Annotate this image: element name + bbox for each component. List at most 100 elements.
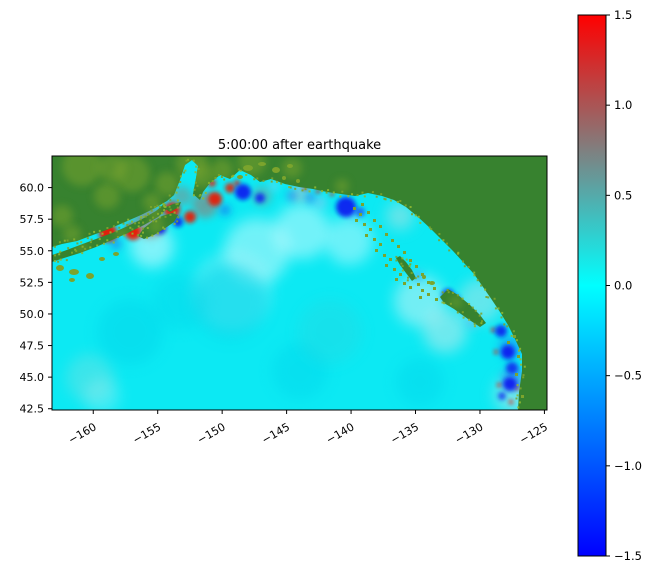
land-mottle-blob [238,156,266,176]
x-tick-label: −125 [517,420,550,446]
wave-blob [498,392,506,400]
coast-speckle [438,239,441,242]
archipelago-dot [361,203,364,206]
coast-speckle [518,349,520,352]
wave-blob [274,203,330,259]
coast-speckle [419,221,422,224]
coast-speckle [176,206,179,209]
wave-blob [313,195,327,209]
coast-speckle [256,177,259,180]
wave-blob [503,377,517,391]
coast-speckle [409,206,412,208]
wave-blob [325,217,373,265]
coast-speckle [519,387,522,390]
coast-speckle [144,215,147,218]
wave-blob [495,325,507,337]
coast-speckle [131,232,134,235]
coast-speckle [363,195,366,198]
coast-speckle [501,311,504,314]
coast-speckle [176,202,179,205]
archipelago-dot [367,211,370,214]
coast-speckle [117,221,119,224]
coast-speckle [380,193,383,196]
archipelago-dot [363,223,366,226]
coast-speckle [134,222,137,225]
coast-speckle [245,174,248,176]
archipelago-dot [353,207,356,210]
wave-blob [336,197,356,217]
coast-speckle [127,218,130,221]
coast-speckle [351,193,353,196]
coast-speckle [383,197,386,200]
land-mottle-blob [450,296,462,308]
wave-blob [298,300,362,364]
coast-speckle [71,251,73,254]
archipelago-dot [359,213,362,216]
coast-speckle [140,216,143,218]
coast-speckle [54,260,56,263]
wave-blob [501,345,515,359]
coast-speckle [467,266,470,268]
archipelago-dot [375,249,378,252]
coast-speckle [237,168,240,171]
coast-speckle [280,182,283,185]
coast-speckle [462,260,464,263]
archipelago-dot [395,278,398,281]
archipelago-dot [365,234,368,237]
coast-speckle [192,194,195,197]
coast-speckle [58,253,61,256]
coast-speckle [339,195,342,198]
coast-speckle [389,199,392,202]
coast-speckle [441,301,444,304]
colorbar-tick-label: −0.5 [614,369,642,383]
coast-speckle [131,220,133,223]
coast-speckle [198,195,201,197]
coast-speckle [131,228,134,231]
coast-speckle [371,191,374,194]
coast-speckle [332,191,335,194]
coast-speckle [417,215,420,218]
coast-speckle [404,204,407,207]
land-mottle-blob [94,183,120,209]
coast-speckle [451,291,454,294]
archipelago-dot [513,335,516,338]
coast-speckle [143,215,146,218]
coast-speckle [384,198,387,201]
coast-speckle [169,198,172,201]
coast-speckle [271,177,274,180]
coast-speckle [396,200,399,203]
x-tick-label: −130 [453,420,486,446]
archipelago-dot [393,268,396,271]
archipelago-dot [383,254,386,257]
coast-speckle [106,239,109,242]
island [237,175,243,179]
coast-speckle [162,202,165,205]
island [99,257,105,261]
coast-speckle [442,239,445,242]
coast-speckle [202,197,205,200]
coast-speckle [253,178,256,181]
wave-blob [220,205,230,215]
coast-speckle [146,236,148,239]
coast-speckle [485,296,488,298]
wave-blob [66,354,114,402]
coast-speckle [98,238,101,241]
coast-speckle [414,214,417,217]
archipelago-dot [399,273,402,276]
coast-speckle [471,306,474,309]
coast-speckle [146,227,149,229]
coast-speckle [456,311,459,314]
coast-speckle [438,233,441,235]
coast-speckle [59,258,62,261]
coast-speckle [408,265,411,268]
archipelago-dot [385,264,388,267]
coast-speckle [163,203,166,206]
coast-speckle [126,224,129,226]
archipelago-dot [403,251,406,254]
haida-gwaii [396,256,416,281]
coast-speckle [301,189,304,192]
coast-speckle [446,289,449,291]
y-tick-label: 52.5 [20,276,45,289]
coast-speckle [262,179,265,182]
